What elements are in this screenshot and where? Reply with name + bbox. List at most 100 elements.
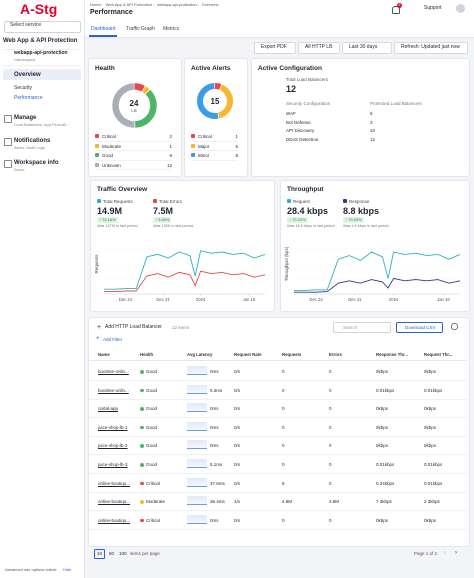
config-name: WAF xyxy=(286,111,296,116)
metric-value: 7.5M xyxy=(153,206,174,216)
legend-swatch xyxy=(191,143,195,148)
namespace-label: Namespace xyxy=(14,57,36,62)
metric-label: Total Requests xyxy=(103,199,133,204)
table-cell: 3.8M xyxy=(329,499,340,505)
metric-label: Request xyxy=(293,199,310,204)
page-size[interactable]: 10 xyxy=(97,551,103,556)
breadcrumb-item[interactable]: Web App & API Protection xyxy=(105,2,153,7)
lb-name-link[interactable]: online-boutiqu... xyxy=(98,517,131,523)
service-select[interactable]: Select service xyxy=(4,21,81,33)
namespace-box xyxy=(3,49,79,66)
config-name: Bot Defense xyxy=(286,119,311,125)
lb-name-link[interactable]: cartal-app xyxy=(98,406,119,412)
config-value: 12 xyxy=(370,136,376,142)
table-cell: 7.3kbps xyxy=(376,499,392,505)
sidebar xyxy=(0,0,85,578)
next-page[interactable]: › xyxy=(455,550,457,556)
health-dot xyxy=(140,425,144,430)
hide-link[interactable]: Hide xyxy=(63,567,72,572)
table-cell: 0 xyxy=(329,424,332,430)
latency-sparkline xyxy=(187,514,207,524)
table-cell: 0ms xyxy=(210,517,219,523)
breadcrumb-item[interactable]: Home xyxy=(90,2,101,7)
table-cell: 0kbps xyxy=(424,424,437,430)
card-title: Health xyxy=(95,65,115,72)
prev-page[interactable]: ‹ xyxy=(444,550,446,556)
nav-performance[interactable]: Performance xyxy=(14,95,43,101)
table-cell: Good xyxy=(146,406,158,412)
bell-icon[interactable] xyxy=(392,6,400,14)
latency-sparkline xyxy=(187,403,207,413)
tab[interactable]: Metrics xyxy=(163,26,180,32)
metric-checkbox[interactable] xyxy=(153,199,157,203)
download-button[interactable] xyxy=(396,322,443,333)
namespace[interactable]: webapp-api-protection xyxy=(14,50,68,56)
donut xyxy=(111,82,157,128)
column-header: Response Thr... xyxy=(376,352,408,357)
metric-change: ↑ 79.03% xyxy=(343,216,364,223)
page-title: Performance xyxy=(90,9,133,16)
table-cell: 0kbps xyxy=(376,443,389,449)
add-filter[interactable]: Add Filter xyxy=(103,337,123,342)
table-cell: 0ms xyxy=(210,424,219,430)
nav-workspace[interactable]: Workspace info xyxy=(14,160,59,166)
nav-active-bg xyxy=(3,69,81,80)
config-value: 3 xyxy=(370,119,373,125)
health-dot xyxy=(140,500,144,504)
lb-name-link[interactable]: juice-shop-lb-2 xyxy=(98,443,128,449)
per-page: items per page xyxy=(130,551,160,556)
lb-name-link[interactable]: online-boutiqu... xyxy=(98,499,131,505)
table-cell: 0kbps xyxy=(424,517,437,523)
legend-divider xyxy=(191,150,238,151)
tab[interactable]: Dashboard xyxy=(91,26,116,32)
table-cell: 0kbps xyxy=(376,424,389,430)
donut xyxy=(197,83,233,119)
table-cell: 6 xyxy=(282,480,285,486)
toolbar-button[interactable] xyxy=(342,42,392,54)
settings-icon[interactable] xyxy=(451,323,458,330)
lb-name-link[interactable]: bootime-onlin... xyxy=(98,387,129,393)
nav-workspace-sub: About xyxy=(14,167,25,172)
nav-manage-sub: Load Balancers, App Firewall... xyxy=(14,122,70,127)
nav-notifications[interactable]: Notifications xyxy=(14,138,51,144)
lb-name-link[interactable]: juice-shop-lb-3 xyxy=(98,462,128,467)
search-box[interactable] xyxy=(333,322,391,333)
legend-swatch xyxy=(95,143,99,148)
metric-checkbox[interactable] xyxy=(287,199,291,203)
toolbar-button[interactable] xyxy=(254,42,296,54)
lb-name-link[interactable]: juice-shop-lb-1 xyxy=(98,424,128,430)
toolbar-button[interactable] xyxy=(298,42,340,54)
metric-checkbox[interactable] xyxy=(97,199,101,203)
legend-swatch xyxy=(95,162,99,167)
metric-checkbox[interactable] xyxy=(343,199,347,203)
toolbar-button[interactable] xyxy=(394,42,468,54)
nav-overview[interactable]: Overview xyxy=(14,72,41,78)
lb-name-link[interactable]: bootime-onlin... xyxy=(98,369,129,374)
add-button[interactable]: Add HTTP Load Balancer xyxy=(105,324,162,330)
health-dot xyxy=(140,388,144,393)
table-cell: Moderate xyxy=(146,499,166,505)
toolbar-label: Export PDF xyxy=(261,44,287,50)
lb-name-link[interactable]: online-boutiqu... xyxy=(98,480,131,486)
table-cell: 0.24kbps xyxy=(376,480,395,486)
toolbar-label: All HTTP LB xyxy=(305,44,333,50)
logo: A-Stg xyxy=(20,1,58,17)
health-dot xyxy=(140,463,144,467)
breadcrumb-item[interactable]: Overview xyxy=(201,2,219,7)
metric-label: Total Errors xyxy=(159,199,183,204)
metric-value: 8.8 kbps xyxy=(343,206,380,216)
table-cell: 0 xyxy=(282,406,285,412)
health-dot xyxy=(140,481,144,486)
row-divider xyxy=(89,510,467,512)
page-size[interactable]: 50 xyxy=(109,551,115,556)
table-cell: 0/s xyxy=(234,443,241,449)
table-cell: 0/s xyxy=(234,517,241,523)
tab[interactable]: Traffic Graph xyxy=(126,26,155,32)
page-size[interactable]: 100 xyxy=(119,551,127,556)
nav-security[interactable]: Security xyxy=(14,85,33,91)
nav-manage[interactable]: Manage xyxy=(14,115,37,121)
support[interactable]: Support xyxy=(424,5,442,11)
nav-notifications-sub: Alerts, Audit Logs xyxy=(14,145,46,150)
breadcrumb-item[interactable]: webapp-api-protection xyxy=(157,2,197,7)
